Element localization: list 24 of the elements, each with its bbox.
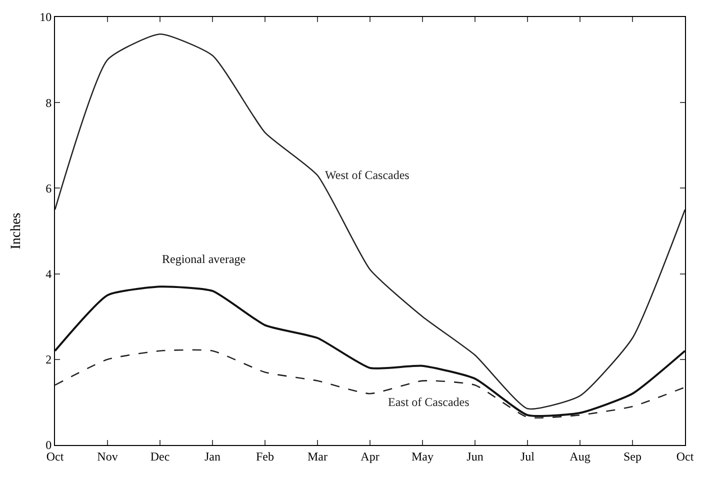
x-tick-label: Oct xyxy=(676,449,694,464)
x-tick-label: Dec xyxy=(150,449,170,464)
series-label: Regional average xyxy=(162,252,246,266)
x-tick-label: Sep xyxy=(624,449,642,464)
series-label: East of Cascades xyxy=(388,395,470,409)
line-series xyxy=(55,349,685,419)
x-tick-label: Mar xyxy=(308,449,328,464)
y-axis-title: Inches xyxy=(9,212,24,250)
x-tick-label: Nov xyxy=(97,449,118,464)
x-tick-label: Aug xyxy=(570,449,590,464)
y-tick-label: 8 xyxy=(46,96,52,110)
y-tick-label: 6 xyxy=(46,181,52,196)
x-tick-label: Jul xyxy=(520,449,536,464)
x-tick-label: Feb xyxy=(256,449,274,464)
x-tick-label: Apr xyxy=(360,449,380,464)
x-tick-label: Jan xyxy=(204,449,220,464)
y-tick-label: 10 xyxy=(40,10,52,24)
line-series xyxy=(55,33,685,410)
x-tick-label: May xyxy=(412,449,434,464)
y-tick-label: 2 xyxy=(46,352,52,367)
series-label: West of Cascades xyxy=(325,168,410,182)
line-series xyxy=(55,286,685,417)
y-tick-label: 4 xyxy=(46,267,52,281)
x-tick-label: Jun xyxy=(466,449,484,464)
